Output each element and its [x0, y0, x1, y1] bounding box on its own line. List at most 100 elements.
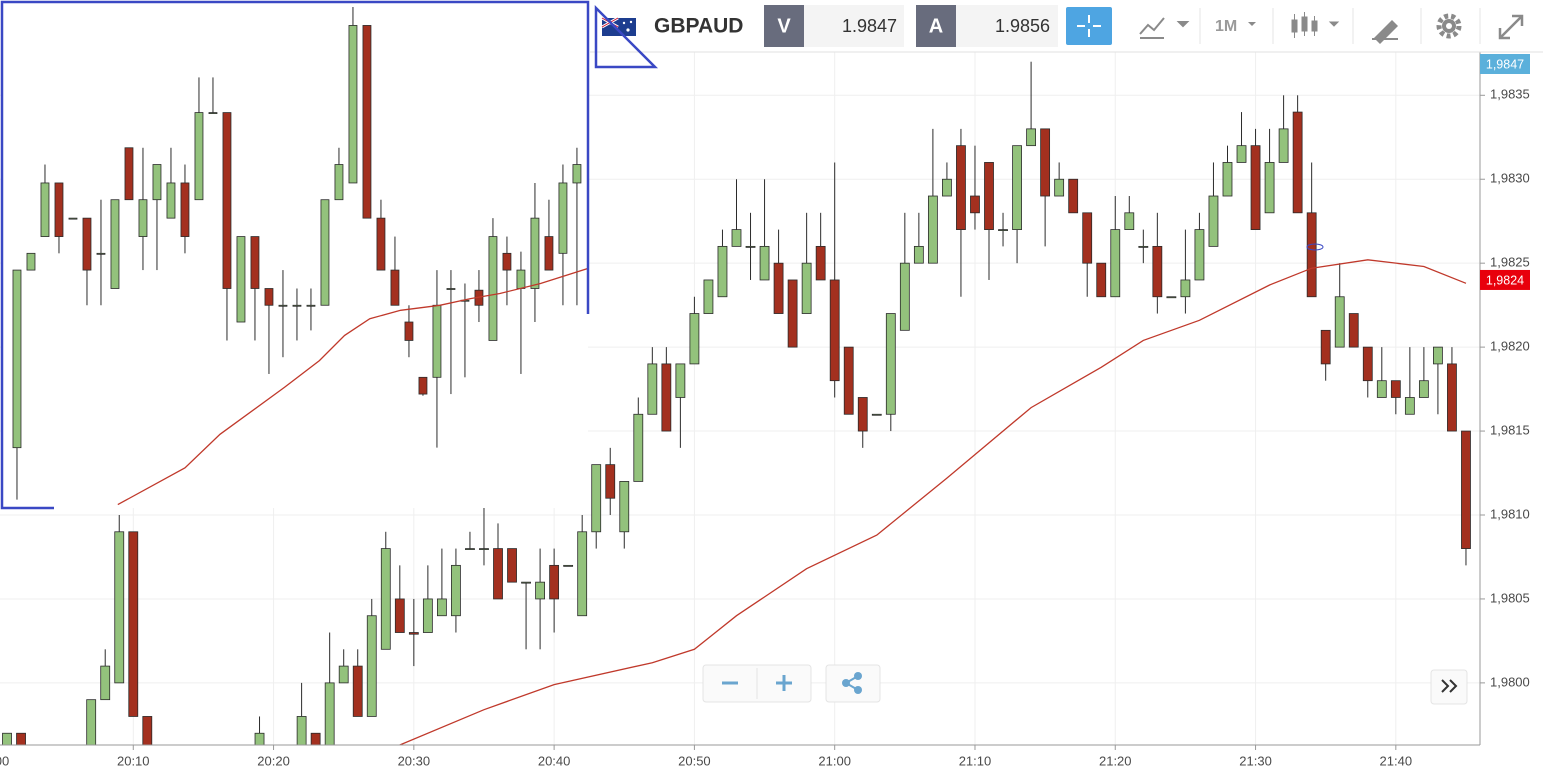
candle-body [970, 195, 980, 214]
candle-body [829, 279, 840, 382]
candle-body [138, 199, 148, 237]
candle-body [521, 581, 531, 584]
candle-body [334, 164, 344, 201]
candle-body [222, 112, 232, 289]
candle-body [1250, 145, 1261, 230]
candle-body [1278, 128, 1289, 163]
chart-type-button[interactable] [1139, 17, 1190, 39]
candle-body [408, 632, 419, 635]
candle-body [465, 548, 475, 550]
price-tag-label: 1,9847 [1486, 57, 1524, 71]
sell-price[interactable]: 1.9847 [842, 16, 897, 36]
moving-average [399, 259, 1467, 745]
candle-body [152, 164, 162, 201]
candle-body [1334, 296, 1345, 348]
buy-label[interactable]: A [929, 15, 943, 37]
scroll-end-button[interactable] [1430, 669, 1468, 705]
candle-body [54, 182, 64, 237]
y-tick-label: 1,9835 [1490, 87, 1530, 102]
x-tick-label: 20:50 [678, 753, 711, 768]
price-tags: 1,9847 1,9824 [1480, 54, 1530, 290]
candle-body [366, 615, 377, 717]
candle-body [605, 464, 616, 499]
zoom-in-button[interactable] [776, 675, 792, 691]
candle-body [1264, 162, 1275, 214]
candle-body [110, 199, 120, 289]
candle-body [82, 217, 92, 271]
y-tick-label: 1,9825 [1490, 255, 1530, 270]
annotation-triangle [594, 4, 659, 69]
candle-body [633, 413, 644, 482]
candle-body [1404, 397, 1415, 415]
candles-button[interactable] [1291, 12, 1340, 38]
x-tick-label: 20:20 [257, 753, 290, 768]
inset-plot [12, 7, 588, 506]
timeframe-arrow[interactable] [1248, 22, 1256, 26]
share-button[interactable] [825, 664, 881, 703]
candle-body [479, 548, 489, 550]
candle-body [114, 531, 125, 684]
buy-price-box[interactable] [956, 5, 1058, 47]
candle-body [1026, 128, 1036, 147]
candle-body [1166, 296, 1177, 299]
candle-body [773, 262, 784, 314]
candle-body [956, 145, 966, 230]
candle-body [1082, 212, 1093, 264]
candle-body [1320, 329, 1331, 365]
candle-body [436, 598, 447, 617]
candle-body [1096, 262, 1107, 298]
x-tick-label: 21:10 [959, 753, 992, 768]
candle-body [12, 269, 22, 449]
price-tag [1480, 54, 1530, 74]
price-tag-label: 1,9824 [1486, 273, 1524, 287]
candle-body [1447, 363, 1457, 432]
candle-body [493, 548, 503, 600]
settings-button[interactable] [1436, 13, 1462, 39]
candle-body [717, 245, 728, 298]
candle-body [759, 245, 770, 281]
candle-body [166, 182, 176, 219]
candle-body [100, 665, 111, 701]
toolbar: GBPAUD V 1.9847 A 1.9856 1M [590, 0, 1543, 53]
fullscreen-button[interactable] [1498, 14, 1524, 40]
candle-body [68, 217, 78, 220]
candle-body [815, 245, 826, 281]
candle-body [296, 716, 307, 745]
sell-label-box[interactable] [764, 5, 804, 47]
candle-body [689, 313, 700, 365]
timeframe[interactable]: 1M [1215, 18, 1237, 35]
candle-body [619, 481, 630, 533]
candle-body [26, 252, 36, 271]
sell-price-box[interactable] [804, 5, 904, 47]
x-tick-label: 20:40 [538, 753, 571, 768]
zoom-controls [702, 664, 1468, 705]
inset [0, 0, 590, 510]
sell-label[interactable]: V [777, 15, 791, 37]
crosshair-button[interactable] [1066, 7, 1112, 45]
candle-body [1222, 162, 1233, 197]
candle-body [292, 304, 302, 307]
candle-body [507, 548, 517, 583]
candle-body [502, 252, 512, 271]
candle-body [1433, 346, 1443, 365]
candle-body [208, 112, 218, 114]
candle-body [535, 581, 545, 600]
candle-body [254, 732, 265, 745]
candle-body [871, 413, 882, 416]
candle-body [488, 236, 498, 341]
candle-body [376, 217, 386, 271]
candle-body [1208, 195, 1219, 247]
moving-average [117, 267, 588, 506]
x-tick-label: 21:00 [818, 753, 851, 768]
candle-body [942, 178, 952, 197]
candle-body [324, 682, 335, 745]
candle-body [96, 252, 106, 255]
candle-body [124, 147, 134, 201]
candle-body [306, 304, 316, 307]
candle-body [530, 217, 540, 289]
candle-body [787, 279, 798, 348]
buy-price[interactable]: 1.9856 [995, 16, 1050, 36]
buy-label-box[interactable] [916, 5, 956, 47]
draw-button[interactable] [1372, 20, 1398, 44]
candle-body [1040, 128, 1051, 197]
